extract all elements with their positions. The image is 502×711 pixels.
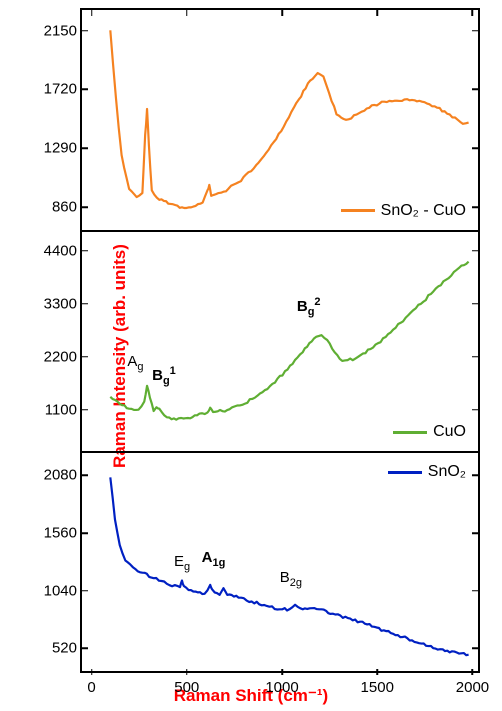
tick-mark-icon (82, 409, 88, 411)
legend-line-icon (341, 209, 375, 212)
tick-mark-icon (472, 250, 478, 252)
x-tick-label: 2000 (456, 679, 489, 696)
y-tick-label: 1040 (22, 582, 77, 599)
curve-bottom (82, 453, 478, 675)
y-tick-label: 520 (22, 640, 77, 657)
tick-mark-icon (82, 356, 88, 358)
y-tick-label: 3300 (22, 295, 77, 312)
tick-mark-icon (91, 669, 93, 675)
plot-area-top (82, 10, 478, 230)
tick-mark-icon (82, 206, 88, 208)
tick-mark-icon (376, 669, 378, 675)
legend-bottom: SnO₂ (388, 463, 466, 481)
tick-mark-icon (472, 590, 478, 592)
tick-mark-icon (82, 648, 88, 650)
tick-mark-icon (376, 10, 378, 16)
tick-mark-icon (82, 250, 88, 252)
y-tick-label: 1100 (22, 401, 77, 418)
tick-mark-icon (472, 10, 474, 16)
x-tick-label: 0 (87, 679, 95, 696)
legend-line-icon (388, 471, 422, 474)
tick-mark-icon (472, 409, 478, 411)
tick-mark-icon (82, 475, 88, 477)
tick-mark-icon (281, 10, 283, 16)
curve-middle (82, 232, 478, 452)
peak-label: Bg1 (152, 365, 176, 387)
y-tick-label: 1560 (22, 525, 77, 542)
y-ticks-bottom: 520 1040 1560 2080 (22, 453, 77, 675)
tick-mark-icon (82, 532, 88, 534)
tick-mark-icon (472, 89, 478, 91)
y-ticks-middle: 1100 2200 3300 4400 (22, 232, 77, 452)
panel-top: 860129017202150 SnO₂ - CuO (82, 10, 478, 232)
x-ticks: 0500100015002000 (82, 679, 478, 699)
legend-top: SnO₂ - CuO (341, 202, 466, 220)
curve-top (82, 10, 478, 230)
tick-mark-icon (82, 147, 88, 149)
peak-label: Eg (174, 553, 190, 573)
y-tick-label: 2080 (22, 467, 77, 484)
tick-mark-icon (472, 303, 478, 305)
x-tick-label: 1000 (265, 679, 298, 696)
tick-mark-icon (472, 648, 478, 650)
tick-mark-icon (186, 669, 188, 675)
y-tick-label: 2150 (22, 22, 77, 39)
y-tick-label: 2200 (22, 348, 77, 365)
y-tick-label: 1720 (22, 81, 77, 98)
legend-label: SnO₂ - CuO (381, 202, 466, 220)
y-ticks-top: 860 1290 1720 2150 (22, 10, 77, 230)
legend-label: CuO (433, 423, 466, 441)
tick-mark-icon (186, 10, 188, 16)
legend-label: SnO₂ (428, 463, 466, 481)
chart-panels: 860129017202150 SnO₂ - CuO 1100220033004… (80, 8, 480, 673)
tick-mark-icon (91, 10, 93, 16)
tick-mark-icon (82, 590, 88, 592)
plot-area-middle: Ag Bg1 Bg2 (82, 232, 478, 452)
peak-label: A1g (202, 549, 226, 569)
panel-middle: 1100220033004400 AgBg1Bg2 CuO (82, 232, 478, 454)
legend-line-icon (393, 431, 427, 434)
peak-label: Ag (127, 353, 143, 373)
y-tick-label: 860 (22, 199, 77, 216)
peak-label: Bg2 (297, 296, 321, 318)
tick-mark-icon (472, 206, 478, 208)
plot-area-bottom: Eg A1g B2g (82, 453, 478, 675)
x-tick-label: 500 (174, 679, 199, 696)
tick-mark-icon (82, 303, 88, 305)
tick-mark-icon (82, 89, 88, 91)
tick-mark-icon (472, 356, 478, 358)
tick-mark-icon (472, 532, 478, 534)
tick-mark-icon (281, 669, 283, 675)
legend-middle: CuO (393, 423, 466, 441)
tick-mark-icon (472, 147, 478, 149)
y-tick-label: 1290 (22, 140, 77, 157)
y-tick-label: 4400 (22, 242, 77, 259)
tick-mark-icon (472, 475, 478, 477)
peak-label: B2g (280, 569, 302, 589)
tick-mark-icon (472, 30, 478, 32)
x-tick-label: 1500 (361, 679, 394, 696)
tick-mark-icon (472, 669, 474, 675)
panel-bottom: 520104015602080 EgA1gB2g SnO₂ 0500100015… (82, 453, 478, 675)
tick-mark-icon (82, 30, 88, 32)
